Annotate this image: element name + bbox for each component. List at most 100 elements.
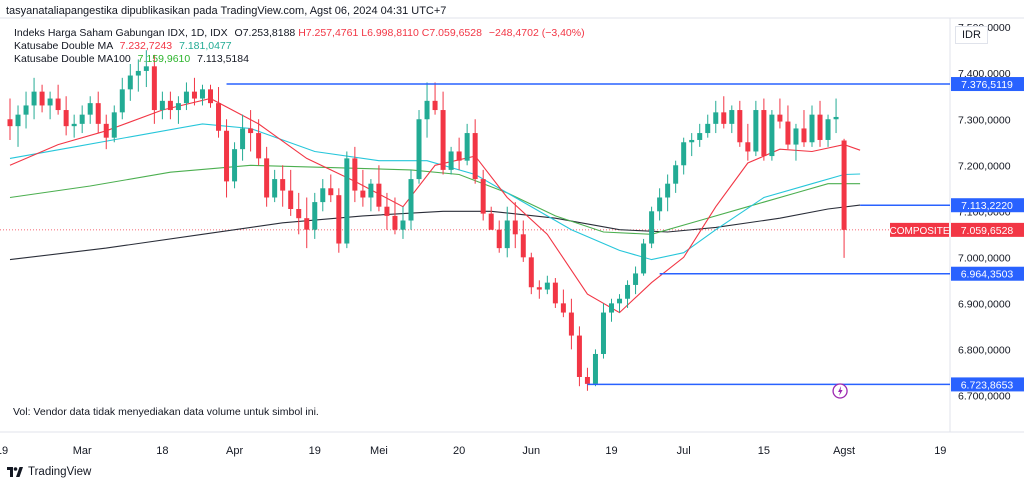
x-tick-label: 19 <box>309 445 321 457</box>
candle-body <box>376 183 382 207</box>
candle-body <box>609 303 614 313</box>
candle-body <box>753 110 759 152</box>
indicator-1-value-1: 7.232,7243 <box>119 40 173 52</box>
candle <box>352 146 358 203</box>
candle-body <box>625 284 631 299</box>
event-icon-bolt <box>838 386 843 396</box>
candle-body <box>745 142 751 152</box>
candle <box>737 100 743 147</box>
candle <box>528 252 534 295</box>
candle <box>761 98 767 161</box>
candle-body <box>23 105 29 115</box>
ohlc-change: −248,4702 (−3,40%) <box>488 27 585 39</box>
candle <box>39 84 45 113</box>
indicator-2-name: Katusabe Double MA100 <box>14 53 131 65</box>
candle-body <box>191 91 197 99</box>
candle <box>576 326 582 387</box>
candle-body <box>633 273 639 285</box>
candle-body <box>544 282 550 290</box>
candle <box>127 64 133 101</box>
candle <box>384 192 390 230</box>
candle <box>649 206 655 249</box>
candle-body <box>592 353 598 384</box>
candle <box>175 96 181 124</box>
x-tick-label: Apr <box>226 445 243 457</box>
candle <box>408 169 414 230</box>
candle-body <box>296 209 302 219</box>
candle-body <box>560 303 566 313</box>
candle <box>392 197 398 235</box>
candle <box>360 169 366 207</box>
candle <box>609 298 614 322</box>
candle-body <box>232 149 238 182</box>
candle <box>183 82 189 111</box>
tradingview-logo[interactable]: TradingView <box>7 466 91 478</box>
candle <box>240 114 246 161</box>
candle <box>216 87 222 138</box>
y-tick-label: 7.200,0000 <box>958 160 1011 172</box>
candle <box>801 110 807 147</box>
candle-body <box>408 179 414 221</box>
candle-body <box>713 112 719 124</box>
last-price-tag <box>951 222 1024 237</box>
ma-teal-line <box>9 123 861 261</box>
level-price-label: 6.964,3503 <box>961 269 1014 281</box>
candle-body <box>31 91 37 106</box>
candle-body <box>175 103 181 111</box>
candle-body <box>216 103 222 131</box>
ohlc-open: O7.253,8188 <box>234 27 296 39</box>
candle-body <box>801 128 807 143</box>
candle-body <box>729 110 735 124</box>
candle <box>448 146 454 175</box>
candle <box>328 174 334 203</box>
candle <box>673 160 679 193</box>
candle-body <box>240 128 246 150</box>
level-price-tag <box>951 77 1024 92</box>
indicator-2-value-1: 7.159,9610 <box>137 53 191 65</box>
candle-body <box>416 119 422 180</box>
candle-body <box>143 66 149 71</box>
indicator-row-2[interactable]: Katusabe Double MA100 7.159,9610 7.113,5… <box>14 53 585 66</box>
currency-label[interactable]: IDR <box>955 26 988 44</box>
candle <box>633 266 639 295</box>
candle-body <box>71 123 77 127</box>
symbol-title: Indeks Harga Saham Gabungan IDX, 1D, IDX <box>14 27 228 39</box>
candle-body <box>103 123 109 138</box>
candle <box>697 123 703 147</box>
indicator-row-1[interactable]: Katusabe Double MA 7.232,7243 7.181,0477 <box>14 40 585 53</box>
candle <box>304 197 310 249</box>
candle <box>721 96 727 129</box>
candle <box>785 105 791 150</box>
x-tick-label: Jun <box>522 445 540 457</box>
candle-body <box>809 114 815 143</box>
indicator-2-value-2: 7.113,5184 <box>197 53 249 65</box>
symbol-row[interactable]: Indeks Harga Saham Gabungan IDX, 1D, IDX… <box>14 27 585 40</box>
indicator-1-value-2: 7.181,0477 <box>179 40 232 52</box>
level-price-label: 6.723,8653 <box>961 379 1014 391</box>
candle <box>191 77 197 106</box>
y-tick-label: 6.700,0000 <box>958 390 1011 402</box>
candle-body <box>280 179 286 191</box>
candle-body <box>665 183 671 198</box>
candle <box>248 110 254 152</box>
x-tick-label: 20 <box>453 445 465 457</box>
volume-note: Vol: Vendor data tidak menyediakan data … <box>13 406 319 418</box>
candle <box>159 91 165 120</box>
brand-name: TradingView <box>28 466 92 478</box>
candle-body <box>424 100 430 120</box>
candle <box>416 110 422 184</box>
candle-body <box>440 110 446 170</box>
candle <box>151 54 157 124</box>
candle <box>625 280 631 308</box>
event-lightning-icon[interactable] <box>832 383 848 399</box>
candle-body <box>224 130 230 182</box>
x-tick-label: 15 <box>758 445 770 457</box>
level-price-label: 7.376,5119 <box>961 79 1013 91</box>
candle <box>825 114 831 147</box>
candle <box>841 138 847 258</box>
last-price-label: 7.059,6528 <box>961 225 1014 237</box>
candle-body <box>673 165 679 184</box>
candle <box>833 98 839 134</box>
candle-body <box>63 110 69 127</box>
